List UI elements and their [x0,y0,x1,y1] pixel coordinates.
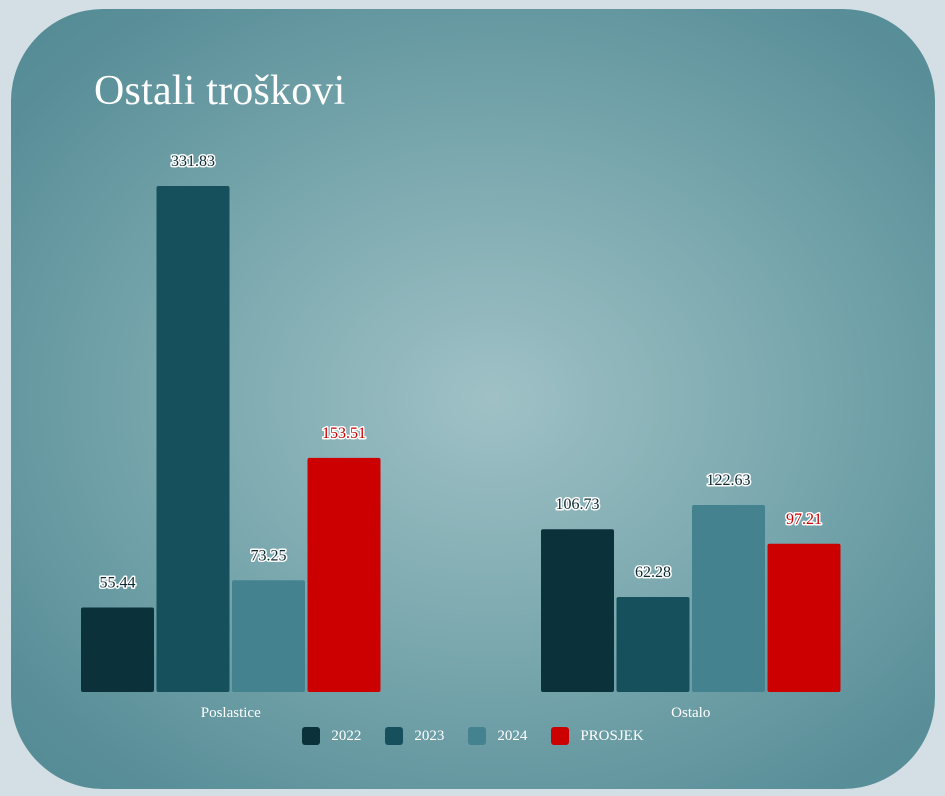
bar-prosjek-ostalo [767,543,841,692]
category-label: Ostalo [671,705,710,721]
bar-2023-ostalo [616,597,690,692]
legend-item-2023[interactable]: 2023 [385,727,444,745]
legend-label: 2023 [414,727,445,744]
data-label: 331.83 [171,153,215,170]
bar-prosjek-poslastice [307,457,381,692]
legend-item-prosjek[interactable]: PROSJEK [551,727,644,745]
bar-2024-ostalo [692,505,765,692]
data-label: 97.21 [786,511,822,528]
data-label: 55.44 [100,574,136,591]
data-label: 122.63 [707,472,751,489]
legend-item-2022[interactable]: 2022 [302,727,361,745]
bar-2023-poslastice [156,186,230,692]
legend-item-2024[interactable]: 2024 [468,727,527,745]
bar-chart: 55.44 331.83 73.25 153.51 Poslastice 106.73 62… [81,152,841,721]
data-label: 62.28 [635,564,671,581]
category-label: Poslastice [201,705,261,721]
legend-swatch [302,727,321,745]
legend-swatch [551,727,570,745]
bar-2022-poslastice [81,607,154,692]
bar-2024-poslastice [232,580,305,692]
legend-label: 2024 [497,727,528,744]
legend-swatch [385,727,404,745]
legend-swatch [468,727,487,745]
legend-label: PROSJEK [580,727,644,744]
data-label: 153.51 [322,425,366,442]
legend-label: 2022 [331,727,362,744]
chart-title: Ostali troškovi [94,68,346,114]
chart-card: Ostali troškovi 55.44 331.83 73.25 153.51 Po… [11,9,935,789]
chart-legend: 2022 2023 2024 PROSJEK [11,727,935,745]
data-label: 106.73 [556,496,600,513]
bar-2022-ostalo [541,529,614,692]
data-label: 73.25 [251,547,287,564]
